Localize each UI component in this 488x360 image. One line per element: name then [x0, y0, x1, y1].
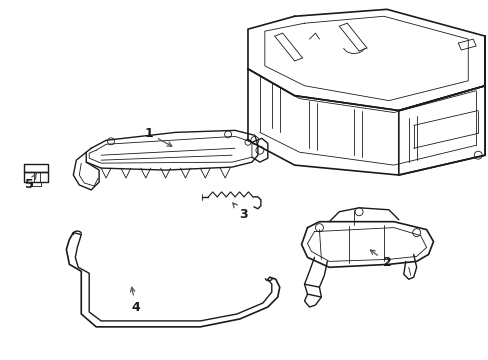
Text: 5: 5: [25, 173, 37, 192]
Text: 4: 4: [130, 287, 140, 314]
Text: 3: 3: [232, 203, 247, 221]
Text: 2: 2: [369, 250, 390, 269]
Text: 1: 1: [144, 127, 172, 146]
